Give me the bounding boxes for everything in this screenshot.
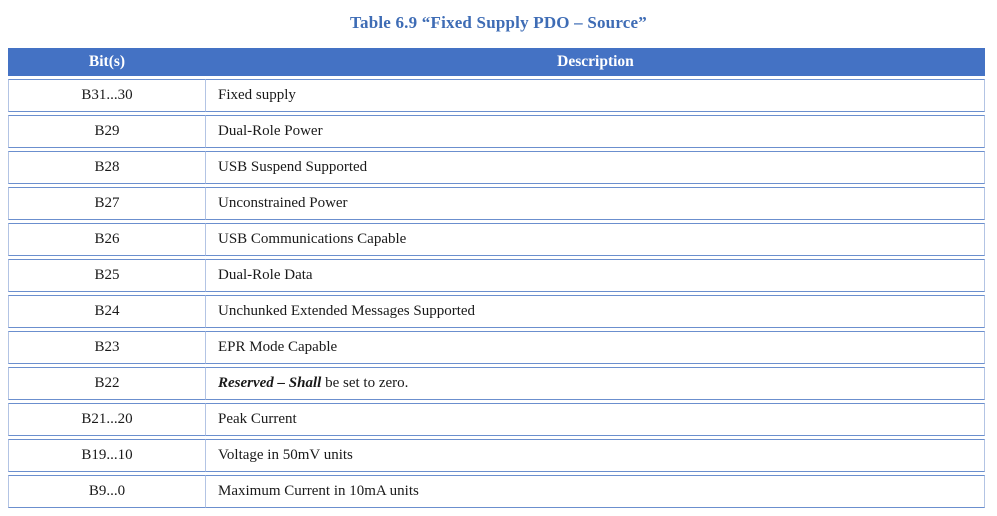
bits-cell: B29 bbox=[8, 115, 206, 148]
table-header-row: Bit(s) Description bbox=[8, 48, 985, 76]
bits-cell: B23 bbox=[8, 331, 206, 364]
bits-cell: B26 bbox=[8, 223, 206, 256]
bits-cell: B31...30 bbox=[8, 79, 206, 112]
description-cell: Peak Current bbox=[206, 403, 985, 436]
column-header-bits: Bit(s) bbox=[8, 48, 206, 76]
table-row: B19...10 Voltage in 50mV units bbox=[8, 439, 985, 472]
description-text-segment: Peak Current bbox=[218, 411, 297, 427]
description-cell: Unchunked Extended Messages Supported bbox=[206, 295, 985, 328]
description-text-segment: Dual-Role Power bbox=[218, 123, 323, 139]
table-row: B28 USB Suspend Supported bbox=[8, 151, 985, 184]
bits-cell: B21...20 bbox=[8, 403, 206, 436]
bits-cell: B25 bbox=[8, 259, 206, 292]
description-text-segment: EPR Mode Capable bbox=[218, 339, 338, 355]
table-row: B9...0 Maximum Current in 10mA units bbox=[8, 475, 985, 508]
description-cell: Fixed supply bbox=[206, 79, 985, 112]
description-cell: Voltage in 50mV units bbox=[206, 439, 985, 472]
description-text-segment: Maximum Current in 10mA units bbox=[218, 483, 419, 499]
description-text-segment: Unconstrained Power bbox=[218, 195, 348, 211]
pdo-table: Bit(s) Description B31...30 Fixed supply B… bbox=[8, 45, 985, 511]
table-row: B26 USB Communications Capable bbox=[8, 223, 985, 256]
table-row: B31...30 Fixed supply bbox=[8, 79, 985, 112]
description-text-segment: be set to zero. bbox=[321, 375, 409, 391]
bits-cell: B24 bbox=[8, 295, 206, 328]
bits-cell: B19...10 bbox=[8, 439, 206, 472]
column-header-description: Description bbox=[206, 48, 985, 76]
bits-cell: B22 bbox=[8, 367, 206, 400]
table-row: B25 Dual-Role Data bbox=[8, 259, 985, 292]
description-cell: USB Suspend Supported bbox=[206, 151, 985, 184]
description-text-segment: Unchunked Extended Messages Supported bbox=[218, 303, 476, 319]
table-row: B21...20 Peak Current bbox=[8, 403, 985, 436]
bits-cell: B9...0 bbox=[8, 475, 206, 508]
description-cell: Reserved – Shall be set to zero. bbox=[206, 367, 985, 400]
description-cell: Unconstrained Power bbox=[206, 187, 985, 220]
table-row: B24 Unchunked Extended Messages Supported bbox=[8, 295, 985, 328]
description-text-segment: Fixed supply bbox=[218, 87, 296, 103]
description-text-segment: Dual-Role Data bbox=[218, 267, 313, 283]
description-cell: USB Communications Capable bbox=[206, 223, 985, 256]
description-cell: Maximum Current in 10mA units bbox=[206, 475, 985, 508]
description-cell: Dual-Role Power bbox=[206, 115, 985, 148]
bits-cell: B28 bbox=[8, 151, 206, 184]
description-emphasis-segment: Reserved – Shall bbox=[218, 375, 322, 391]
bits-cell: B27 bbox=[8, 187, 206, 220]
table-row: B27 Unconstrained Power bbox=[8, 187, 985, 220]
description-text-segment: USB Communications Capable bbox=[218, 231, 407, 247]
table-row: B22 Reserved – Shall be set to zero. bbox=[8, 367, 985, 400]
description-text-segment: Voltage in 50mV units bbox=[218, 447, 353, 463]
table-caption: Table 6.9 “Fixed Supply PDO – Source” bbox=[350, 13, 647, 32]
table-row: B29 Dual-Role Power bbox=[8, 115, 985, 148]
table-row: B23 EPR Mode Capable bbox=[8, 331, 985, 364]
description-text-segment: USB Suspend Supported bbox=[218, 159, 368, 175]
description-cell: Dual-Role Data bbox=[206, 259, 985, 292]
description-cell: EPR Mode Capable bbox=[206, 331, 985, 364]
